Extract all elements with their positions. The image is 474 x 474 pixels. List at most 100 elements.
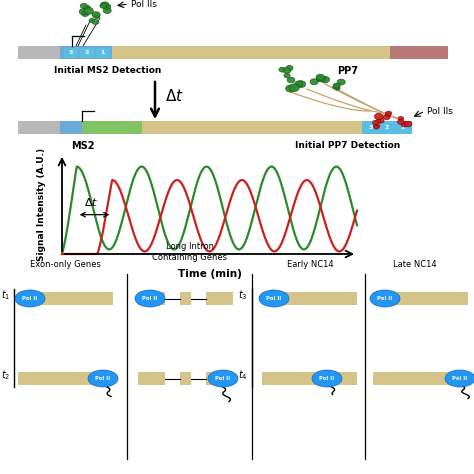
Bar (18, 121, 60, 134)
Text: Pol IIs: Pol IIs (131, 0, 157, 9)
Ellipse shape (259, 290, 289, 307)
Text: $t_2$: $t_2$ (0, 368, 10, 382)
Ellipse shape (320, 76, 329, 83)
Bar (362, 121, 412, 134)
Ellipse shape (283, 68, 291, 73)
Ellipse shape (92, 19, 99, 25)
Text: Long Intron
Containing Genes: Long Intron Containing Genes (153, 242, 228, 262)
Text: Late NC14: Late NC14 (393, 260, 437, 269)
Text: Pol II: Pol II (142, 296, 158, 301)
Bar (180, 292, 191, 305)
Ellipse shape (374, 113, 383, 119)
Ellipse shape (374, 124, 380, 128)
Bar (60, 121, 82, 134)
Ellipse shape (312, 370, 342, 387)
Ellipse shape (289, 84, 300, 91)
Ellipse shape (445, 370, 474, 387)
Ellipse shape (376, 119, 381, 123)
Ellipse shape (295, 81, 303, 87)
Ellipse shape (284, 73, 290, 78)
Ellipse shape (93, 14, 100, 18)
Text: $t_1$: $t_1$ (0, 288, 10, 302)
Ellipse shape (83, 5, 90, 10)
Ellipse shape (296, 81, 306, 88)
Ellipse shape (80, 3, 87, 9)
Text: 1: 1 (401, 125, 405, 130)
Bar (18, 46, 60, 59)
Text: Exon-only Genes: Exon-only Genes (29, 260, 100, 269)
Bar (380, 122, 394, 133)
Text: Time (min): Time (min) (178, 269, 241, 279)
Ellipse shape (89, 18, 95, 22)
Ellipse shape (374, 126, 379, 129)
Bar (262, 292, 357, 305)
Text: Initial MS2 Detection: Initial MS2 Detection (55, 66, 162, 75)
Ellipse shape (103, 8, 111, 13)
Text: Pol II: Pol II (452, 376, 468, 381)
Ellipse shape (82, 11, 89, 17)
Text: PP7: PP7 (337, 66, 358, 76)
Bar (80, 47, 94, 57)
Text: Early NC14: Early NC14 (287, 260, 333, 269)
Text: Initial PP7 Detection: Initial PP7 Detection (295, 141, 401, 150)
Text: MS2: MS2 (71, 141, 95, 151)
Ellipse shape (84, 8, 93, 14)
Ellipse shape (287, 77, 295, 83)
Ellipse shape (103, 4, 111, 9)
Ellipse shape (88, 370, 118, 387)
Bar (96, 47, 110, 57)
Ellipse shape (79, 9, 88, 15)
Ellipse shape (100, 3, 107, 9)
Ellipse shape (310, 79, 318, 85)
Text: $t_3$: $t_3$ (238, 288, 248, 302)
Bar (364, 122, 378, 133)
Text: $t_4$: $t_4$ (238, 368, 248, 382)
Ellipse shape (101, 2, 109, 8)
Ellipse shape (279, 67, 286, 72)
Bar (138, 372, 164, 385)
Ellipse shape (373, 120, 378, 125)
Bar (373, 292, 468, 305)
Ellipse shape (135, 290, 165, 307)
Ellipse shape (208, 370, 238, 387)
Bar (142, 121, 362, 134)
Ellipse shape (333, 83, 340, 88)
Ellipse shape (404, 121, 412, 127)
Text: Pol II: Pol II (377, 296, 392, 301)
Ellipse shape (398, 119, 404, 124)
Text: Pol II: Pol II (266, 296, 282, 301)
Bar (18, 292, 113, 305)
Bar (390, 46, 448, 59)
Ellipse shape (285, 85, 295, 92)
Text: 3: 3 (69, 50, 73, 55)
Bar (60, 46, 112, 59)
Bar (82, 121, 142, 134)
Ellipse shape (401, 121, 409, 127)
Bar (18, 372, 113, 385)
Text: $\Delta t$: $\Delta t$ (165, 88, 184, 103)
Ellipse shape (316, 74, 324, 80)
Ellipse shape (337, 79, 345, 85)
Bar (206, 292, 233, 305)
Ellipse shape (370, 290, 400, 307)
Text: 1: 1 (101, 50, 105, 55)
Text: Pol II: Pol II (22, 296, 37, 301)
Ellipse shape (317, 75, 326, 82)
Bar (64, 47, 78, 57)
Ellipse shape (335, 86, 340, 90)
Ellipse shape (398, 117, 404, 120)
Ellipse shape (386, 111, 392, 115)
Text: $\Delta t$: $\Delta t$ (84, 196, 98, 208)
Text: Pol II: Pol II (95, 376, 110, 381)
Ellipse shape (286, 65, 293, 71)
Bar (112, 46, 390, 59)
Bar (396, 122, 410, 133)
Bar (180, 372, 191, 385)
Bar (262, 372, 357, 385)
Ellipse shape (383, 115, 390, 119)
Text: Pol IIs: Pol IIs (427, 107, 453, 116)
Text: 3: 3 (369, 125, 373, 130)
Bar (373, 372, 468, 385)
Text: Pol II: Pol II (319, 376, 335, 381)
Ellipse shape (92, 12, 100, 18)
